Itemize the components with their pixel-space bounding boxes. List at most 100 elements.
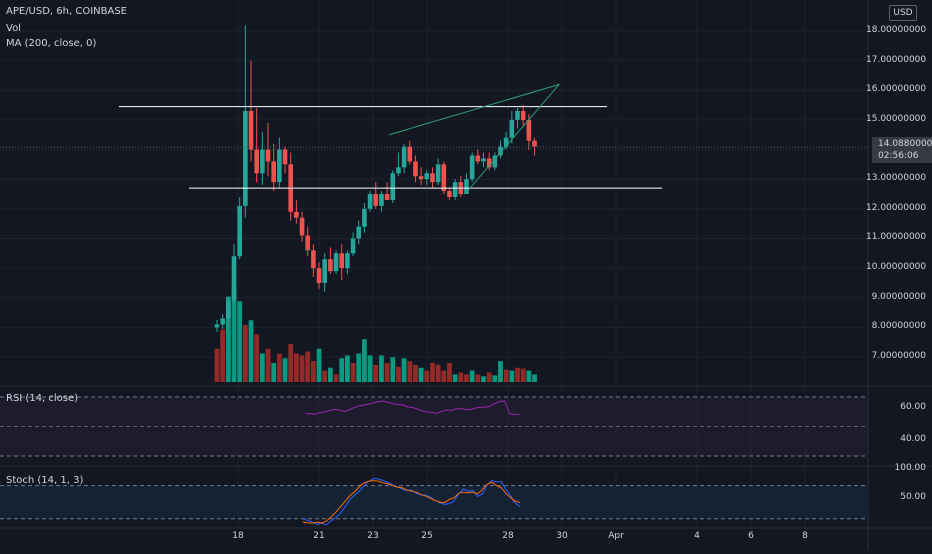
candle-body: [299, 217, 305, 236]
currency-label[interactable]: USD: [889, 5, 917, 21]
candle-body: [447, 191, 452, 197]
price-tick-label: 17.00000000: [866, 54, 927, 65]
rsi-legend[interactable]: RSI (14, close): [6, 393, 79, 404]
volume-bar: [475, 374, 481, 382]
time-tick-label: 23: [367, 531, 379, 541]
volume-bar: [435, 364, 441, 382]
candle-body: [350, 238, 356, 254]
candle-body: [305, 235, 311, 251]
volume-bar: [379, 355, 384, 382]
volume-bar: [293, 353, 299, 382]
volume-bar: [481, 376, 486, 382]
trendline: [464, 84, 560, 195]
volume-bar: [441, 370, 447, 382]
price-tick-label: 16.00000000: [866, 84, 927, 95]
volume-bar: [515, 367, 520, 382]
stoch-tick-100: 100.00: [894, 463, 927, 473]
candle-body: [475, 155, 481, 162]
price-tick-label: 10.00000000: [866, 262, 927, 273]
candle-body: [384, 194, 390, 200]
candle-body: [413, 161, 418, 177]
candle-body: [452, 182, 458, 197]
volume-bar: [492, 375, 498, 382]
volume-bar: [220, 329, 226, 382]
candle-body: [515, 111, 520, 120]
candle-body: [345, 253, 350, 269]
volume-bar: [520, 368, 526, 382]
price-tick-label: 9.00000000: [871, 291, 926, 302]
volume-bar: [430, 363, 435, 382]
volume-bar: [424, 370, 430, 382]
candle-body: [333, 253, 339, 272]
volume-bar: [526, 370, 532, 382]
candle-body: [526, 119, 532, 141]
volume-bar: [322, 370, 328, 382]
volume-bar: [214, 348, 220, 382]
volume-bar: [248, 320, 254, 382]
time-tick-label: 4: [694, 531, 700, 541]
candle-body: [424, 173, 430, 180]
candle-body: [503, 137, 509, 147]
volume-bar: [333, 374, 339, 382]
candle-body: [237, 205, 242, 257]
volume-bar: [328, 367, 333, 382]
time-tick-label: 18: [232, 531, 244, 541]
stoch-d-line: [302, 480, 521, 524]
volume-bar: [225, 296, 231, 382]
volume-bar: [407, 361, 413, 382]
volume-bar: [276, 353, 282, 382]
candle-body: [362, 208, 367, 227]
candle-body: [277, 149, 282, 183]
volume-bar: [282, 358, 288, 382]
volume-bar: [310, 361, 316, 382]
candle-body: [282, 149, 288, 165]
ma-legend[interactable]: MA (200, close, 0): [6, 38, 97, 49]
time-tick-label: Apr: [608, 531, 624, 541]
candle-body: [356, 226, 362, 239]
volume-bar: [362, 339, 367, 382]
volume-bar: [458, 372, 464, 382]
candle-body: [214, 324, 220, 328]
candle-body: [486, 158, 492, 168]
candle-body: [441, 164, 447, 192]
volume-bar: [345, 355, 350, 382]
time-tick-label: 21: [313, 531, 325, 541]
symbol-legend[interactable]: APE/USD, 6h, COINBASE: [6, 6, 127, 17]
volume-bar: [237, 301, 243, 382]
candle-body: [367, 194, 373, 209]
volume-bar: [413, 364, 418, 382]
volume-bar: [396, 366, 401, 382]
volume-bar: [288, 344, 294, 382]
price-tick-label: 15.00000000: [866, 113, 927, 124]
volume-bar: [418, 367, 424, 382]
price-tick-label: 11.00000000: [866, 232, 927, 243]
candle-body: [294, 211, 299, 218]
stoch-k-line: [302, 477, 521, 526]
volume-bar: [447, 363, 452, 382]
volume-bar: [316, 348, 322, 382]
volume-bar: [350, 363, 356, 382]
volume-bar: [259, 353, 265, 382]
time-tick-label: 28: [502, 531, 514, 541]
volume-legend[interactable]: Vol: [6, 23, 21, 34]
volume-bar: [231, 287, 237, 382]
volume-bar: [464, 374, 469, 382]
volume-bar: [486, 372, 492, 382]
stoch-legend[interactable]: Stoch (14, 1, 3): [6, 475, 84, 486]
volume-bar: [242, 325, 248, 382]
rsi-tick-60: 60.00: [900, 402, 926, 412]
volume-bar: [265, 348, 271, 382]
candle-body: [407, 146, 413, 162]
candle-body: [248, 111, 254, 150]
volume-bar: [254, 334, 260, 382]
volume-bar: [509, 370, 515, 382]
time-tick-label: 8: [802, 531, 808, 541]
candle-body: [492, 155, 498, 168]
volume-bar: [532, 374, 537, 382]
price-tick-label: 8.00000000: [871, 321, 926, 332]
candle-body: [322, 259, 328, 283]
